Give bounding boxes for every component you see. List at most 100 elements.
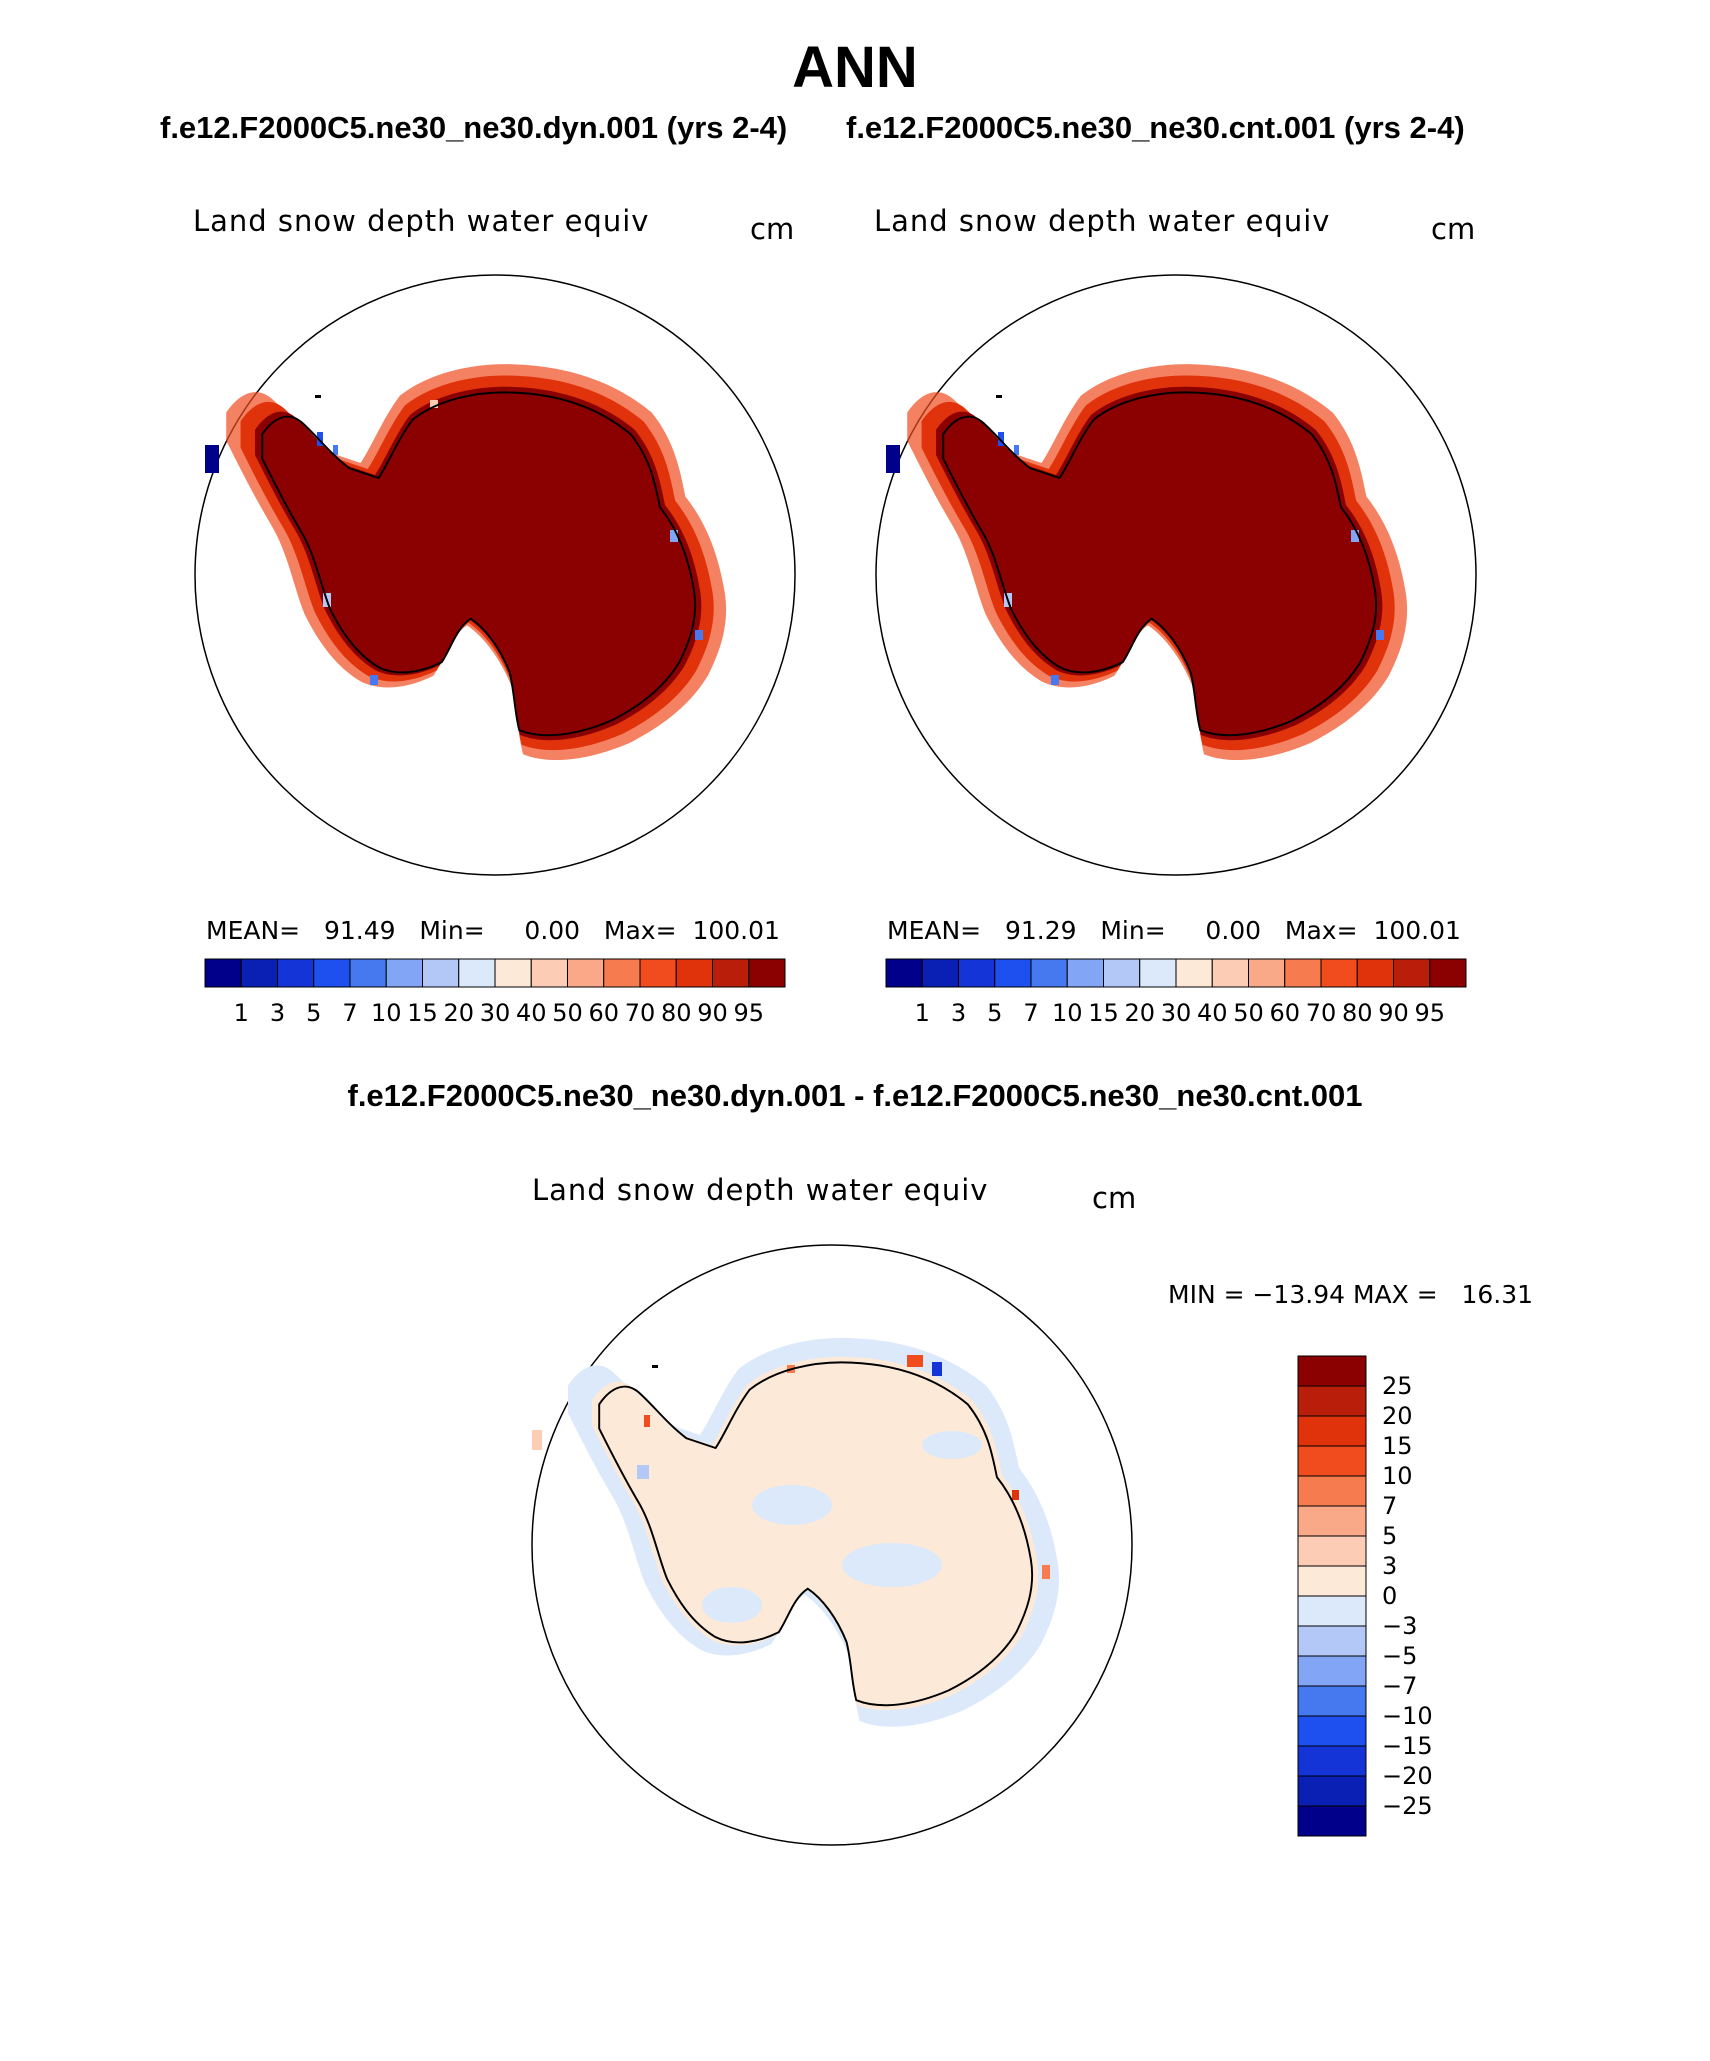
panel-1-colorbar-swatch (458, 958, 496, 988)
panel-2-stats: MEAN= 91.29 Min= 0.00 Max= 100.01 (887, 916, 1461, 945)
panel-1-colorbar-swatch (349, 958, 387, 988)
panel-2-colorbar-tick-label: 90 (1378, 999, 1409, 1027)
panel-3-colorbar-tick-label: −3 (1382, 1612, 1417, 1640)
panel-1-colorbar-tick-label: 50 (552, 999, 583, 1027)
panel-1-colorbar-tick-label: 5 (306, 999, 321, 1027)
panel-1-colorbar-swatch (748, 958, 786, 988)
panel-2-colorbar-swatch (1320, 958, 1358, 988)
panel-1-colorbar-tick-label: 95 (733, 999, 764, 1027)
panel-3-colorbar-swatch (1297, 1505, 1367, 1537)
panel-1-stats: MEAN= 91.49 Min= 0.00 Max= 100.01 (206, 916, 780, 945)
panel-2-colorbar-swatch (1066, 958, 1104, 988)
panel-3-colorbar-tick-label: 10 (1382, 1462, 1413, 1490)
panel-2-units: cm (1431, 212, 1476, 246)
panel-2-map (875, 274, 1477, 876)
panel-1-colorbar-swatch (422, 958, 460, 988)
panel-1-colorbar-tick-label: 70 (625, 999, 656, 1027)
panel-2-colorbar-tick-label: 7 (1023, 999, 1038, 1027)
panel-2-colorbar: 1 3 5 7 10 15 20 30 40 50 60 70 80 90 95 (885, 958, 1467, 1027)
panel-1-colorbar-tick-label: 1 (234, 999, 249, 1027)
panel-1-colorbar-tick-label: 60 (588, 999, 619, 1027)
panel-1-colorbar-swatch (494, 958, 532, 988)
panel-3-colorbar-tick-label: 3 (1382, 1552, 1397, 1580)
panel-2-colorbar-tick-label: 80 (1342, 999, 1373, 1027)
panel-2-colorbar-swatch (1139, 958, 1177, 988)
difference-title: f.e12.F2000C5.ne30_ne30.dyn.001 - f.e12.… (347, 1078, 1363, 1113)
panel-1-colorbar-swatch (277, 958, 315, 988)
panel-3-colorbar-swatch (1297, 1655, 1367, 1687)
control-case-title: f.e12.F2000C5.ne30_ne30.cnt.001 (yrs 2-4… (846, 110, 1465, 145)
panel-2-colorbar-swatch (1284, 958, 1322, 988)
panel-1-colorbar-tick-label: 40 (516, 999, 547, 1027)
panel-3-colorbar-tick-label: −20 (1382, 1762, 1433, 1790)
panel-3-stats: MIN = −13.94 MAX = 16.31 (1168, 1280, 1534, 1309)
panel-2-colorbar-swatch (1248, 958, 1286, 988)
panel-2-colorbar-swatch (1175, 958, 1213, 988)
panel-1-colorbar-swatch (385, 958, 423, 988)
panel-1-colorbar-swatch (530, 958, 568, 988)
panel-1-colorbar-swatch (603, 958, 641, 988)
panel-2-title: Land snow depth water equiv (874, 204, 1331, 238)
panel-1-colorbar-tick-label: 30 (480, 999, 511, 1027)
panel-2-colorbar-swatch (1103, 958, 1141, 988)
panel-3-colorbar-tick-label: −5 (1382, 1642, 1417, 1670)
panel-3-colorbar-tick-label: −7 (1382, 1672, 1417, 1700)
panel-1-colorbar-tick-label: 3 (270, 999, 285, 1027)
panel-2-colorbar-tick-label: 20 (1124, 999, 1155, 1027)
panel-2-colorbar-tick-label: 95 (1414, 999, 1445, 1027)
panel-1-title: Land snow depth water equiv (193, 204, 650, 238)
panel-3-colorbar-tick-label: 15 (1382, 1432, 1413, 1460)
panel-2-colorbar-swatch (921, 958, 959, 988)
panel-2-colorbar-tick-label: 60 (1269, 999, 1300, 1027)
panel-2-colorbar-swatch (1356, 958, 1394, 988)
panel-2-colorbar-swatch (885, 958, 923, 988)
panel-3-colorbar-tick-label: 7 (1382, 1492, 1397, 1520)
panel-3-colorbar-tick-label: 0 (1382, 1582, 1397, 1610)
panel-3-colorbar-tick-label: 25 (1382, 1372, 1413, 1400)
test-case-title: f.e12.F2000C5.ne30_ne30.dyn.001 (yrs 2-4… (160, 110, 788, 145)
panel-3-colorbar-tick-label: 5 (1382, 1522, 1397, 1550)
figure-title: ANN (792, 35, 918, 100)
panel-3-map (531, 1244, 1133, 1846)
panel-2-colorbar-swatch (1030, 958, 1068, 988)
panel-3-colorbar-swatch (1297, 1595, 1367, 1627)
panel-3-units: cm (1092, 1181, 1137, 1215)
panel-2-colorbar-tick-label: 3 (951, 999, 966, 1027)
panel-2-colorbar-swatch (994, 958, 1032, 988)
panel-3-colorbar-swatch (1297, 1565, 1367, 1597)
panel-3-colorbar-swatch (1297, 1775, 1367, 1807)
panel-3-colorbar-swatch (1297, 1805, 1367, 1837)
panel-2-colorbar-swatch (1393, 958, 1431, 988)
panel-3-colorbar-swatch (1297, 1415, 1367, 1447)
panel-3-colorbar-swatch (1297, 1475, 1367, 1507)
panel-2-colorbar-swatch (1211, 958, 1249, 988)
panel-3-colorbar-swatch (1297, 1745, 1367, 1777)
panel-3-colorbar-tick-label: 20 (1382, 1402, 1413, 1430)
panel-1-colorbar-tick-label: 90 (697, 999, 728, 1027)
panel-2-colorbar-tick-label: 1 (915, 999, 930, 1027)
panel-1-colorbar-tick-label: 10 (371, 999, 402, 1027)
panel-1-units: cm (750, 212, 795, 246)
panel-1-colorbar-swatch (639, 958, 677, 988)
panel-2-colorbar-tick-label: 40 (1197, 999, 1228, 1027)
panel-2-colorbar-tick-label: 30 (1161, 999, 1192, 1027)
panel-1-colorbar: 1 3 5 7 10 15 20 30 40 50 60 70 80 90 95 (204, 958, 786, 1027)
panel-1-colorbar-swatch (240, 958, 278, 988)
panel-2-colorbar-tick-label: 15 (1088, 999, 1119, 1027)
panel-3-colorbar-swatch (1297, 1355, 1367, 1387)
panel-1-colorbar-tick-label: 15 (407, 999, 438, 1027)
panel-2-colorbar-tick-label: 50 (1233, 999, 1264, 1027)
panel-2-colorbar-swatch (958, 958, 996, 988)
panel-3-colorbar-swatch (1297, 1625, 1367, 1657)
panel-3-title: Land snow depth water equiv (532, 1173, 989, 1207)
panel-2-colorbar-swatch (1429, 958, 1467, 988)
panel-3-colorbar-swatch (1297, 1535, 1367, 1567)
panel-1-colorbar-swatch (712, 958, 750, 988)
panel-1-colorbar-tick-label: 80 (661, 999, 692, 1027)
panel-3-colorbar-swatch (1297, 1715, 1367, 1747)
panel-3-colorbar-swatch (1297, 1685, 1367, 1717)
panel-3-colorbar-swatch (1297, 1445, 1367, 1477)
panel-2-colorbar-tick-label: 5 (987, 999, 1002, 1027)
